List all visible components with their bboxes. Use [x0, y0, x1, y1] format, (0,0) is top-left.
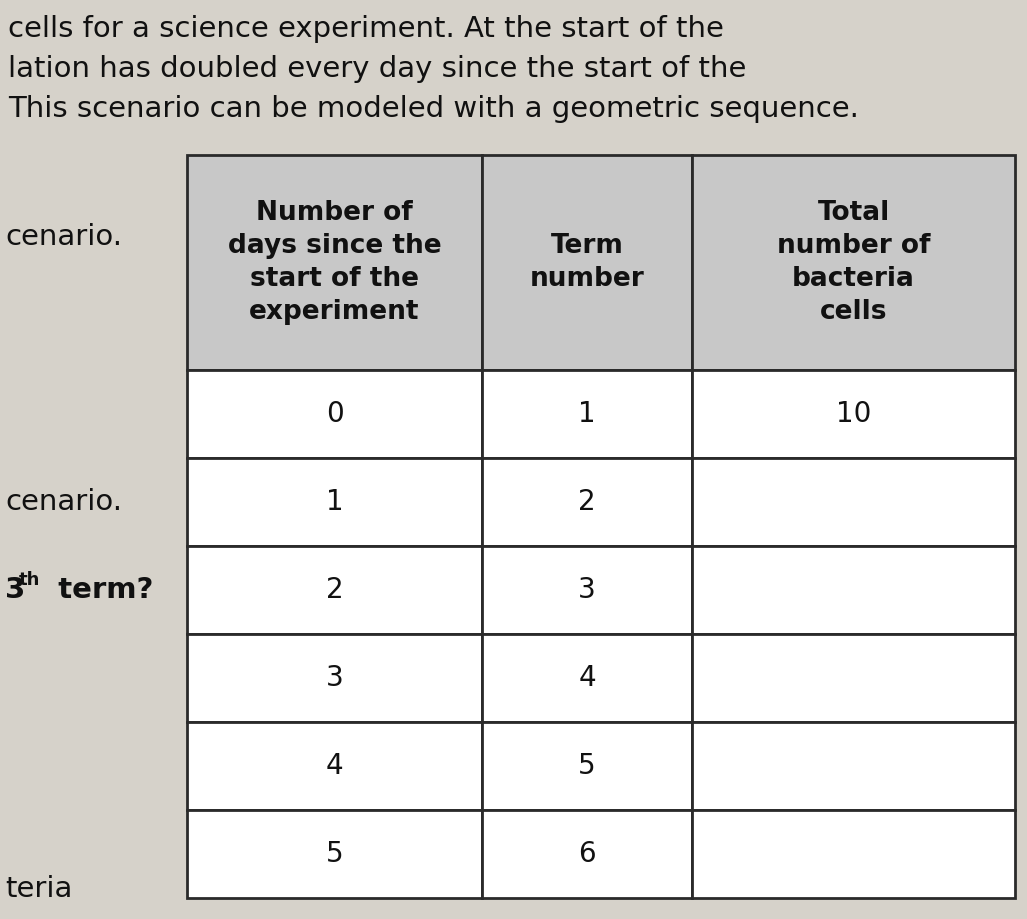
Bar	[187, 155, 482, 370]
Bar	[692, 370, 1015, 458]
Text: 1: 1	[578, 400, 596, 428]
Bar	[482, 370, 692, 458]
Bar	[187, 546, 482, 634]
Bar	[692, 722, 1015, 810]
Text: This scenario can be modeled with a geometric sequence.: This scenario can be modeled with a geom…	[8, 95, 859, 123]
Bar	[482, 722, 692, 810]
Text: 4: 4	[326, 752, 343, 780]
Text: 3: 3	[326, 664, 343, 692]
Bar	[482, 810, 692, 898]
Bar	[187, 722, 482, 810]
Text: Number of
days since the
start of the
experiment: Number of days since the start of the ex…	[228, 200, 442, 325]
Text: 10: 10	[836, 400, 871, 428]
Bar	[482, 634, 692, 722]
Text: 3: 3	[578, 576, 596, 604]
Text: 6: 6	[578, 840, 596, 868]
Text: term?: term?	[38, 576, 153, 604]
Text: cenario.: cenario.	[5, 488, 122, 516]
Text: 0: 0	[326, 400, 343, 428]
Bar	[482, 155, 692, 370]
Text: 2: 2	[326, 576, 343, 604]
Text: Term
number: Term number	[530, 233, 644, 292]
Bar	[692, 634, 1015, 722]
Text: cenario.: cenario.	[5, 222, 122, 251]
Bar	[692, 546, 1015, 634]
Bar	[692, 155, 1015, 370]
Bar	[692, 458, 1015, 546]
Bar	[187, 634, 482, 722]
Text: 5: 5	[326, 840, 343, 868]
Text: th: th	[20, 571, 40, 589]
Bar	[482, 546, 692, 634]
Text: 1: 1	[326, 488, 343, 516]
Text: Total
number of
bacteria
cells: Total number of bacteria cells	[776, 200, 930, 325]
Bar	[482, 458, 692, 546]
Bar	[187, 370, 482, 458]
Bar	[692, 810, 1015, 898]
Text: teria: teria	[5, 875, 72, 903]
Text: 5: 5	[578, 752, 596, 780]
Text: 2: 2	[578, 488, 596, 516]
Text: cells for a science experiment. At the start of the: cells for a science experiment. At the s…	[8, 15, 724, 43]
Text: 3: 3	[5, 576, 26, 604]
Bar	[187, 810, 482, 898]
Text: lation has doubled every day since the start of the: lation has doubled every day since the s…	[8, 55, 747, 83]
Text: 4: 4	[578, 664, 596, 692]
Bar	[187, 458, 482, 546]
